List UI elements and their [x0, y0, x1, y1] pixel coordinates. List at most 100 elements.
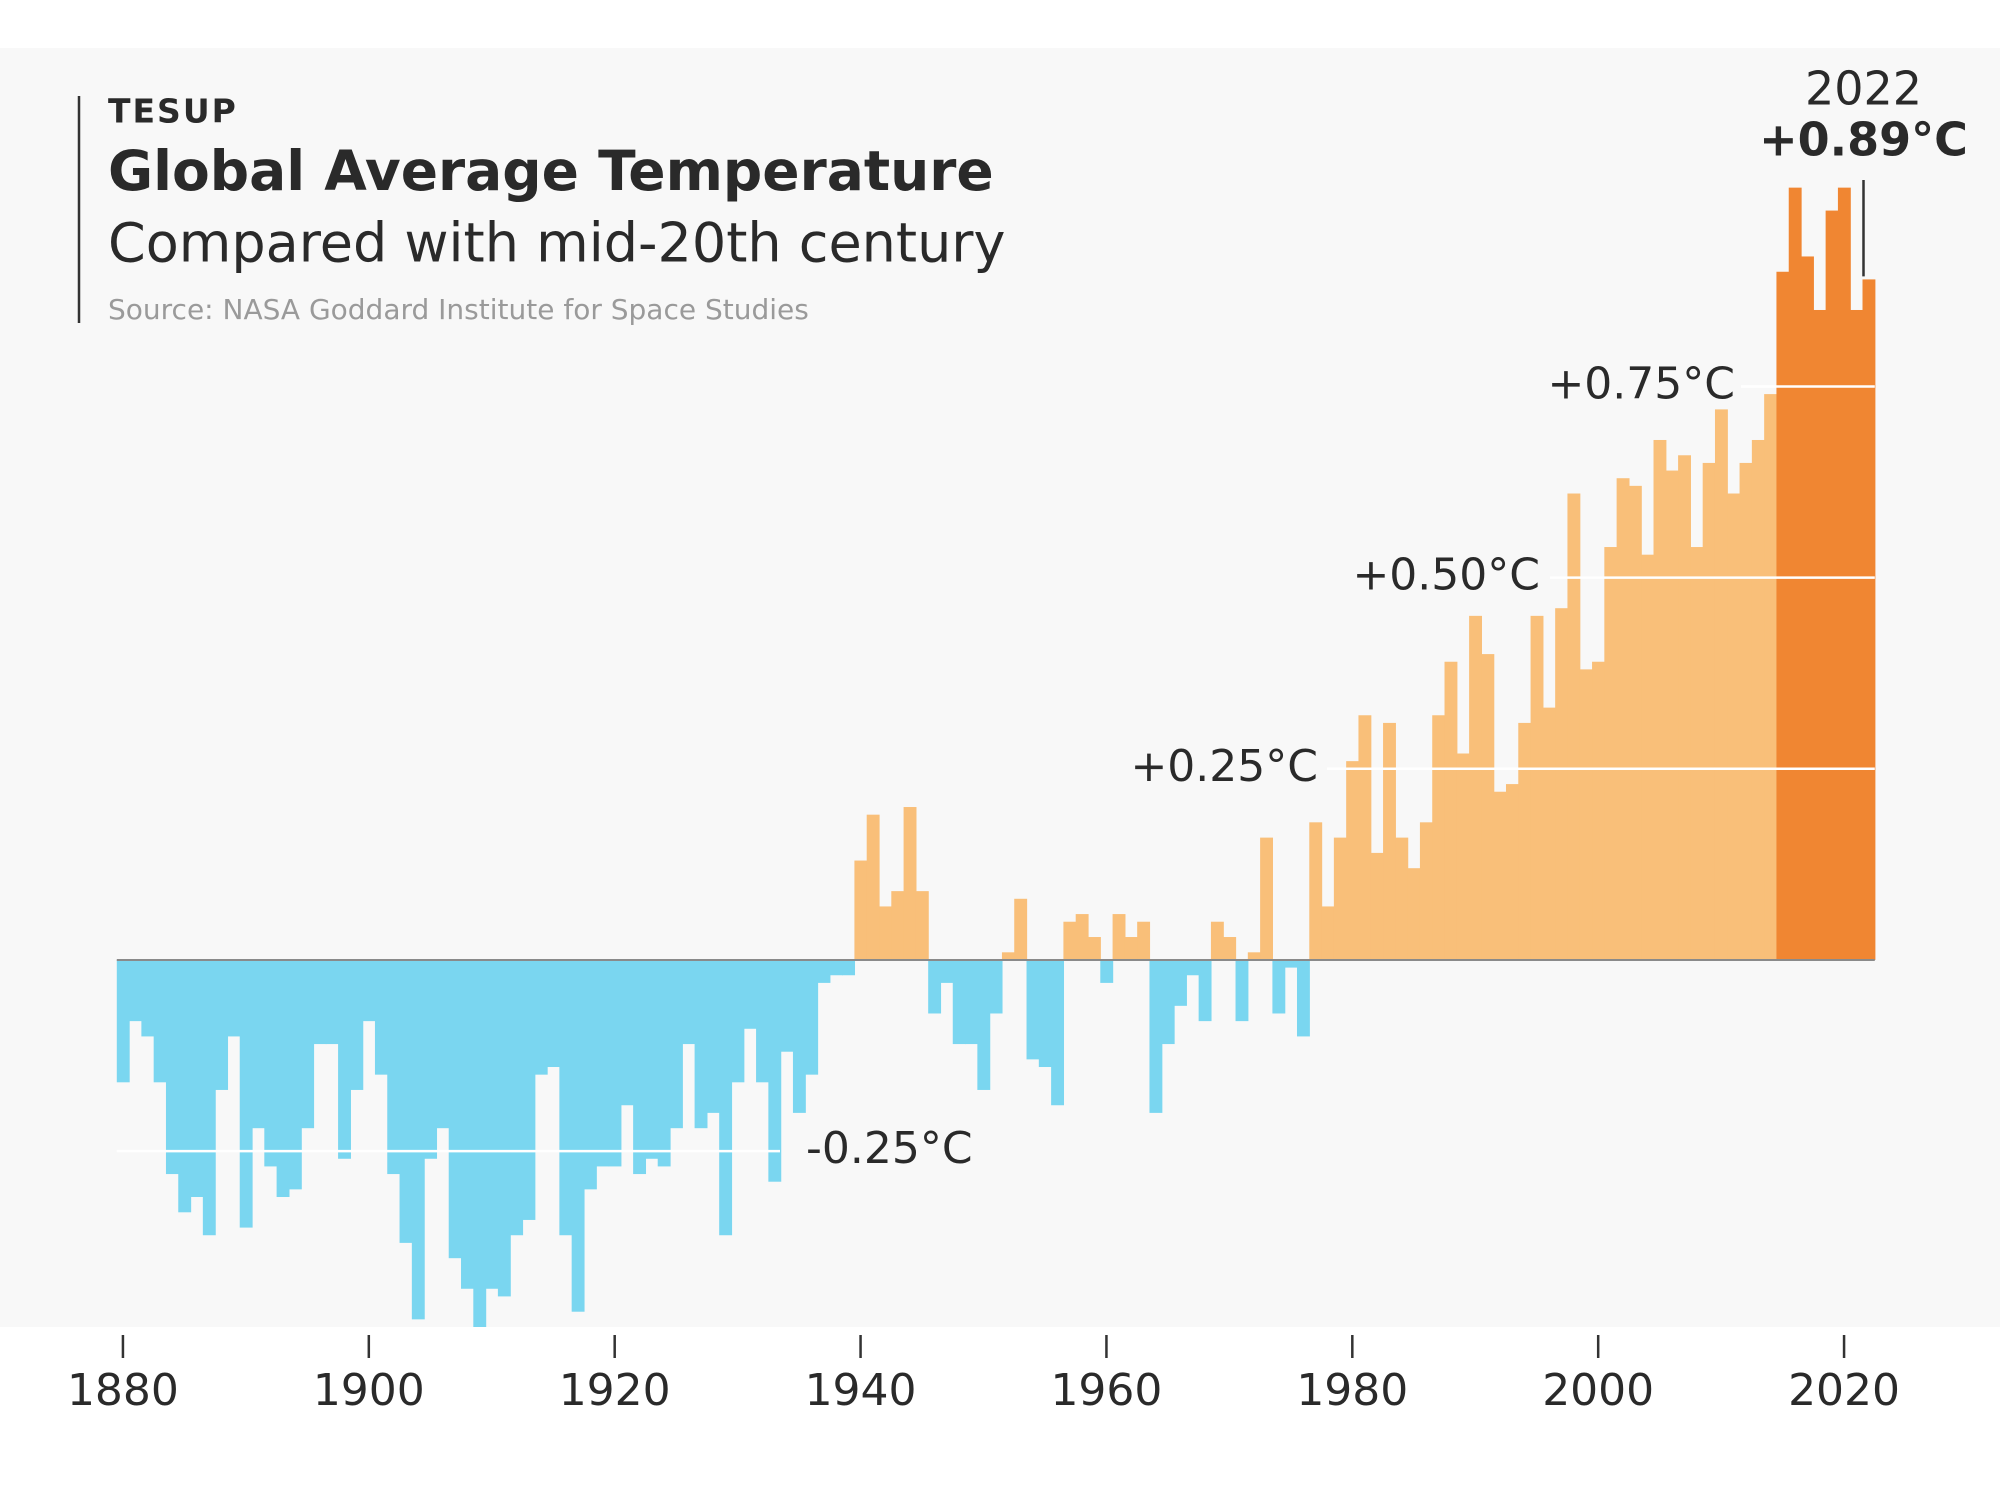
bar — [1087, 937, 1101, 960]
bar — [1653, 439, 1667, 960]
x-tick-label: 1940 — [805, 1365, 917, 1416]
bar — [522, 959, 536, 1220]
bar — [1604, 547, 1618, 960]
bar — [731, 959, 745, 1083]
bar — [1493, 791, 1507, 960]
bar — [1665, 470, 1679, 960]
bar — [1358, 715, 1372, 960]
bar — [743, 959, 757, 1029]
bar — [792, 959, 806, 1113]
bar — [817, 959, 831, 983]
brand-logo: TESUP — [108, 92, 238, 131]
bar — [227, 959, 241, 1037]
x-tick-label: 2020 — [1788, 1365, 1900, 1416]
bar — [1456, 753, 1470, 960]
bar — [977, 959, 991, 1090]
x-tick-label: 1920 — [559, 1365, 671, 1416]
bar — [1813, 309, 1827, 960]
bar — [1137, 921, 1151, 960]
bar — [1309, 822, 1323, 960]
bar — [1395, 837, 1409, 960]
bar — [1051, 959, 1065, 1106]
bar — [374, 959, 388, 1075]
bar — [608, 959, 622, 1167]
x-tick-label: 2000 — [1542, 1365, 1654, 1416]
bar — [1026, 959, 1040, 1060]
bar — [866, 814, 880, 960]
bar — [928, 959, 942, 1014]
bar — [547, 959, 560, 1068]
bar — [178, 959, 192, 1213]
bar — [399, 959, 413, 1243]
bar — [350, 959, 364, 1090]
bar — [756, 959, 769, 1083]
bar — [952, 959, 966, 1045]
bar — [141, 959, 155, 1037]
chart-source: Source: NASA Goddard Institute for Space… — [108, 293, 809, 326]
x-tick-label: 1960 — [1050, 1365, 1162, 1416]
bar — [879, 906, 892, 960]
bar — [153, 959, 167, 1083]
bar — [1001, 952, 1015, 960]
bar — [1210, 921, 1224, 960]
y-tick-label: -0.25°C — [806, 1123, 973, 1174]
bar — [202, 959, 216, 1236]
bar — [387, 959, 401, 1175]
y-tick-label: +0.75°C — [1547, 358, 1735, 409]
bar — [1592, 661, 1605, 960]
bar — [620, 959, 634, 1106]
chart-subtitle: Compared with mid-20th century — [108, 212, 1005, 275]
bar — [719, 959, 733, 1236]
bar — [559, 959, 573, 1236]
bar — [940, 959, 954, 983]
bar — [1284, 959, 1298, 968]
bar — [1567, 493, 1581, 960]
bar — [1481, 654, 1495, 960]
bar — [215, 959, 229, 1090]
bar — [903, 807, 917, 960]
bar — [1788, 187, 1802, 960]
bar — [1469, 615, 1482, 960]
bar — [1296, 959, 1310, 1037]
bar — [1751, 439, 1765, 960]
bar — [1739, 462, 1753, 960]
bar — [1383, 722, 1396, 960]
bar — [694, 959, 708, 1129]
bar — [1174, 959, 1187, 1006]
bar — [1407, 868, 1421, 960]
bar — [1186, 959, 1200, 976]
bar — [1247, 952, 1261, 960]
bar — [190, 959, 204, 1198]
bar — [1223, 937, 1237, 960]
bar — [633, 959, 647, 1175]
bar — [129, 959, 142, 1022]
chart-title: Global Average Temperature — [108, 139, 994, 203]
bar — [1628, 485, 1642, 960]
bar — [596, 959, 610, 1167]
bar — [645, 959, 659, 1159]
bar — [252, 959, 265, 1129]
bar — [1850, 309, 1864, 960]
bar — [682, 959, 696, 1045]
bar — [1063, 921, 1077, 960]
bar — [276, 959, 290, 1198]
bar — [1260, 837, 1274, 960]
bar — [1124, 937, 1138, 960]
annotation-year: 2022 — [1805, 62, 1922, 116]
bar — [239, 959, 253, 1228]
bar — [1702, 462, 1716, 960]
bar — [1370, 852, 1384, 960]
bar — [301, 959, 315, 1129]
bar — [1419, 822, 1433, 960]
bar — [313, 959, 327, 1045]
bar — [485, 959, 499, 1289]
bar — [1333, 837, 1347, 960]
bar — [1432, 715, 1446, 960]
bar — [780, 959, 794, 1052]
bar — [436, 959, 450, 1129]
bar — [1801, 256, 1814, 960]
bar — [891, 891, 905, 960]
bar — [338, 959, 351, 1159]
bar — [264, 959, 278, 1167]
